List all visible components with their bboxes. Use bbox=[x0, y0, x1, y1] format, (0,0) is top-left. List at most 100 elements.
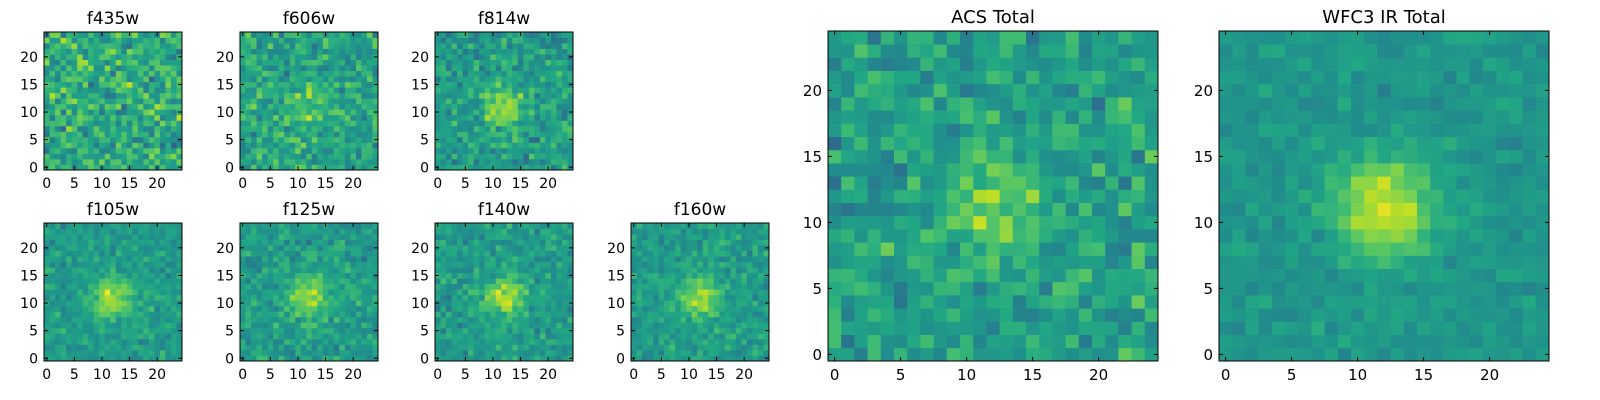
heatmap-cell bbox=[479, 120, 486, 127]
heatmap-cell bbox=[344, 70, 351, 77]
heatmap-cell bbox=[512, 131, 519, 138]
heatmap-cell bbox=[170, 349, 177, 356]
heatmap-cell bbox=[333, 327, 340, 334]
heatmap-cell bbox=[256, 81, 263, 88]
heatmap-cell bbox=[284, 294, 291, 301]
heatmap-cell bbox=[708, 338, 715, 345]
heatmap-cell bbox=[300, 228, 307, 235]
heatmap-cell bbox=[262, 327, 268, 334]
y-tick-label: 10 bbox=[216, 296, 234, 312]
heatmap-cell bbox=[561, 272, 568, 279]
heatmap-cell bbox=[719, 239, 726, 246]
heatmap-cell bbox=[148, 289, 155, 296]
heatmap-cell bbox=[93, 158, 100, 165]
heatmap-cell bbox=[121, 245, 128, 251]
heatmap-cell bbox=[99, 305, 106, 312]
heatmap-cell bbox=[306, 283, 313, 290]
heatmap-cell bbox=[631, 250, 637, 257]
heatmap-cell bbox=[333, 98, 340, 105]
heatmap-cell bbox=[333, 164, 340, 171]
heatmap-cell bbox=[479, 305, 486, 312]
heatmap-cell bbox=[273, 311, 280, 318]
heatmap-cell bbox=[295, 322, 302, 329]
heatmap-cell bbox=[251, 250, 257, 257]
heatmap-cell bbox=[170, 158, 177, 165]
heatmap-cell bbox=[49, 48, 56, 55]
heatmap-cell bbox=[115, 98, 122, 105]
heatmap-cell bbox=[82, 239, 89, 246]
heatmap-cell bbox=[339, 234, 346, 240]
heatmap-cell bbox=[462, 109, 469, 116]
heatmap-cell bbox=[1039, 176, 1053, 190]
heatmap-cell bbox=[495, 294, 502, 301]
heatmap-cell bbox=[746, 289, 753, 296]
heatmap-cell bbox=[66, 147, 72, 154]
heatmap-cell bbox=[713, 305, 720, 312]
heatmap-cell bbox=[262, 136, 268, 143]
heatmap-cell bbox=[1052, 347, 1066, 362]
heatmap-cell bbox=[170, 59, 177, 66]
heatmap-cell bbox=[523, 76, 530, 83]
heatmap-cell bbox=[631, 289, 637, 296]
heatmap-cell bbox=[284, 283, 291, 290]
heatmap-cell bbox=[484, 158, 491, 165]
heatmap-cell bbox=[273, 223, 280, 229]
heatmap-cell bbox=[104, 142, 111, 149]
heatmap-cell bbox=[490, 305, 497, 312]
heatmap-cell bbox=[110, 76, 117, 83]
heatmap-cell bbox=[506, 158, 513, 165]
heatmap-cell bbox=[176, 142, 183, 149]
heatmap-cell bbox=[366, 228, 373, 235]
heatmap-cell bbox=[658, 338, 665, 345]
heatmap-cell bbox=[148, 125, 155, 132]
heatmap-cell bbox=[60, 109, 67, 116]
heatmap-cell bbox=[539, 300, 546, 307]
heatmap-cell bbox=[262, 158, 268, 165]
heatmap-cell bbox=[550, 158, 557, 165]
x-tick-label: 5 bbox=[70, 367, 79, 383]
heatmap-cell bbox=[344, 59, 351, 66]
heatmap-cell bbox=[479, 234, 486, 240]
heatmap-cell bbox=[170, 223, 177, 229]
heatmap-cell bbox=[680, 223, 687, 229]
heatmap-cell bbox=[867, 281, 882, 296]
heatmap-cell bbox=[828, 295, 842, 309]
heatmap-cell bbox=[664, 245, 671, 251]
heatmap-cell bbox=[567, 43, 574, 49]
heatmap-cell bbox=[372, 103, 379, 110]
heatmap-cell bbox=[311, 120, 318, 127]
heatmap-cell bbox=[713, 333, 720, 340]
heatmap-cell bbox=[82, 81, 89, 88]
heatmap-cell bbox=[344, 81, 351, 88]
heatmap-cell bbox=[484, 125, 491, 132]
heatmap-cell bbox=[93, 289, 100, 296]
heatmap-cell bbox=[251, 300, 257, 307]
heatmap-cell bbox=[691, 261, 698, 268]
heatmap-cell bbox=[446, 283, 452, 290]
heatmap-cell bbox=[468, 125, 475, 132]
heatmap-cell bbox=[484, 109, 491, 116]
heatmap-cell bbox=[473, 103, 480, 110]
heatmap-cell bbox=[143, 37, 150, 44]
heatmap-cell bbox=[446, 333, 452, 340]
heatmap-cell bbox=[240, 278, 246, 285]
heatmap-cell bbox=[300, 109, 307, 116]
heatmap-cell bbox=[440, 109, 447, 116]
heatmap-cell bbox=[82, 283, 89, 290]
heatmap-cell bbox=[741, 234, 748, 240]
heatmap-cell bbox=[176, 338, 183, 345]
panel-title-f105w: f105w bbox=[87, 200, 139, 220]
heatmap-cell bbox=[517, 103, 524, 110]
heatmap-cell bbox=[490, 43, 497, 49]
heatmap-cell bbox=[132, 153, 139, 160]
heatmap-cell bbox=[355, 245, 362, 251]
heatmap-cell bbox=[506, 300, 513, 307]
heatmap-cell bbox=[49, 316, 56, 323]
heatmap-cell bbox=[451, 349, 458, 356]
heatmap-cell bbox=[512, 294, 519, 301]
heatmap-cell bbox=[306, 158, 313, 165]
heatmap-cell bbox=[306, 256, 313, 263]
heatmap-cell bbox=[88, 48, 95, 55]
heatmap-cell bbox=[631, 294, 637, 301]
heatmap-cell bbox=[176, 103, 183, 110]
